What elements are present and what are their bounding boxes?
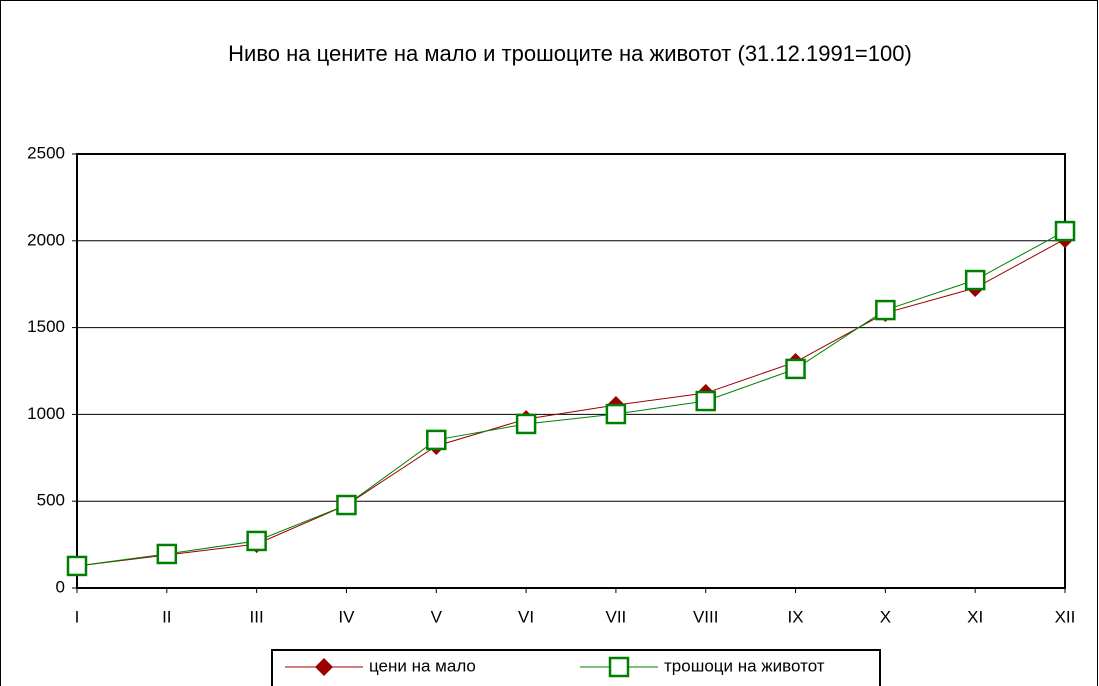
point [695,390,716,412]
point [66,555,88,577]
y-tick-label: 1500 [27,317,65,336]
legend-marker [608,656,630,678]
series-line [76,230,1066,567]
legend-marker [315,658,333,676]
point [336,494,357,516]
x-tick-label: V [431,607,443,626]
x-tick-label: II [162,607,171,626]
point [605,403,627,425]
y-tick-label: 500 [37,491,65,510]
y-tick-label: 0 [56,577,65,596]
point [515,413,537,435]
x-tick-label: XI [967,607,983,626]
point [785,358,806,380]
x-tick-label: XII [1055,607,1076,626]
chart-title: Ниво на цените на мало и трошоците на жи… [228,41,912,66]
x-tick-label: I [75,607,80,626]
legend [271,649,881,686]
x-tick-label: IV [338,607,355,626]
plot-area [76,153,1066,589]
point [1054,220,1076,242]
x-tick-label: IX [788,607,804,626]
x-tick-label: VI [518,607,534,626]
x-tick-label: III [250,607,264,626]
x-tick-label: VII [606,607,627,626]
point [875,299,896,321]
y-tick-label: 2500 [27,143,65,162]
x-tick-label: VIII [693,607,719,626]
series-line [76,238,1066,567]
legend-label: трошоци на животот [664,656,825,675]
y-tick-label: 2000 [27,230,65,249]
x-tick-label: X [880,607,891,626]
point [964,269,986,291]
y-tick-label: 1000 [27,404,65,423]
point [426,429,447,451]
point [156,543,178,565]
point [246,530,267,552]
legend-label: цени на мало [369,656,476,675]
